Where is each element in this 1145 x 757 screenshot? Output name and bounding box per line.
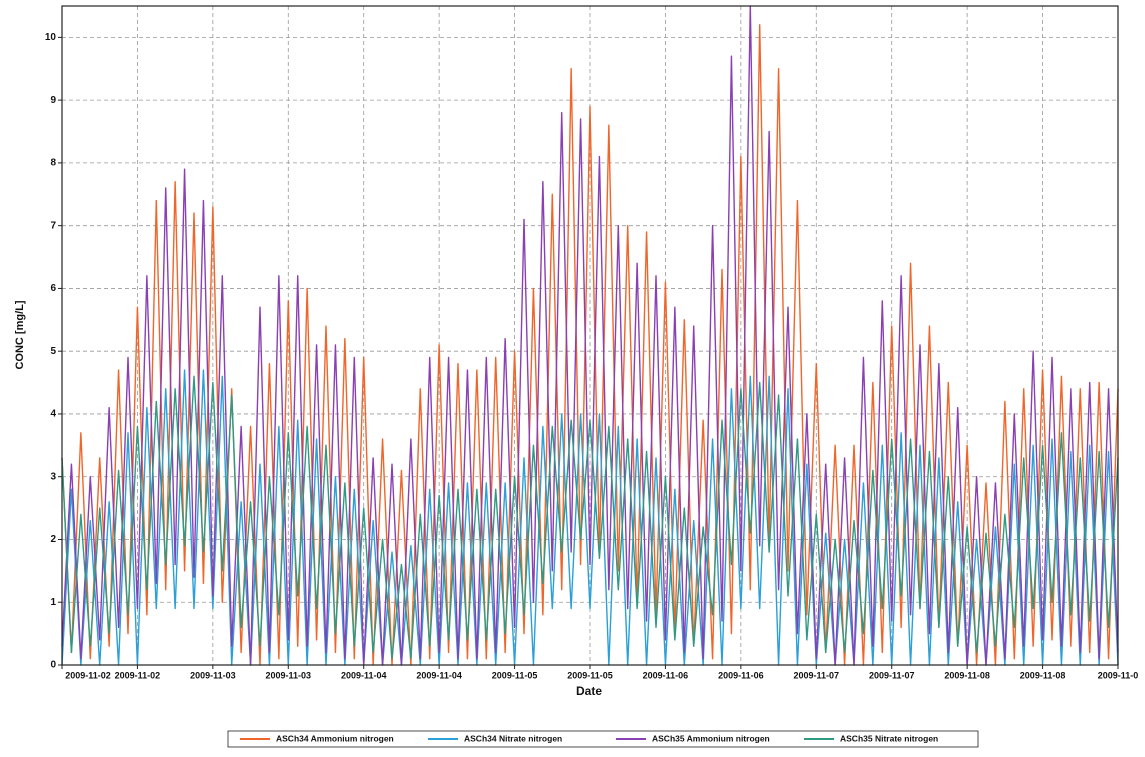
x-tick-label: 2009-11-08 — [1020, 670, 1066, 680]
legend-box — [227, 730, 979, 748]
legend-label: ASCh34 Ammonium nitrogen — [276, 733, 394, 743]
y-tick-label: 0 — [50, 660, 56, 671]
x-tick-label: 2009-11-06 — [643, 670, 689, 680]
y-tick-label: 10 — [45, 32, 57, 43]
x-axis-title: Date — [576, 684, 602, 698]
y-tick-label: 6 — [50, 283, 56, 294]
x-tick-label: 2009-11-03 — [266, 670, 312, 680]
y-tick-label: 5 — [50, 346, 56, 357]
x-tick-label: 2009-11-07 — [869, 670, 915, 680]
y-tick-label: 8 — [50, 158, 56, 169]
series-line — [61, 375, 1119, 660]
x-tick-label: 2009-11-0 — [1098, 670, 1139, 680]
x-tick-label: 2009-11-04 — [416, 670, 462, 680]
y-tick-label: 7 — [50, 220, 56, 231]
y-tick-label: 3 — [50, 471, 56, 482]
legend-label: ASCh34 Nitrate nitrogen — [464, 733, 562, 743]
legend-label: ASCh35 Ammonium nitrogen — [652, 733, 770, 743]
x-tick-label: 2009-11-05 — [567, 670, 613, 680]
series-line — [61, 5, 1119, 666]
y-tick-label: 4 — [50, 409, 56, 420]
x-tick-label: 2009-11-02 — [115, 670, 161, 680]
x-tick-label: 2009-11-04 — [341, 670, 387, 680]
x-tick-label: 2009-11-02 — [65, 670, 111, 680]
x-tick-label: 2009-11-07 — [794, 670, 840, 680]
x-tick-label: 2009-11-03 — [190, 670, 236, 680]
y-tick-label: 2 — [50, 534, 56, 545]
legend-label: ASCh35 Nitrate nitrogen — [840, 733, 938, 743]
y-tick-label: 1 — [50, 597, 56, 608]
x-tick-label: 2009-11-08 — [944, 670, 990, 680]
x-tick-label: 2009-11-05 — [492, 670, 538, 680]
y-axis-title: CONC [mg/L] — [14, 300, 26, 369]
x-tick-label: 2009-11-06 — [718, 670, 764, 680]
y-tick-label: 9 — [50, 95, 56, 106]
